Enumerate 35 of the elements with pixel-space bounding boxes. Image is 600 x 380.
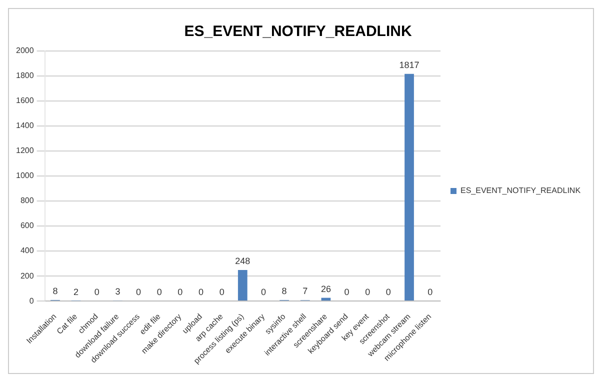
data-label: 8 [282, 286, 287, 296]
data-label: 248 [235, 256, 250, 266]
data-label: 7 [302, 286, 308, 296]
data-label: 0 [344, 287, 350, 298]
y-tick-label: 400 [20, 246, 34, 256]
data-label: 2 [74, 286, 79, 297]
chart-title: ES_EVENT_NOTIFY_READLINK [184, 23, 412, 40]
data-label: 0 [365, 287, 370, 298]
y-tick-label: 200 [20, 271, 34, 280]
data-label: 0 [136, 287, 142, 298]
data-label: 0 [219, 287, 224, 298]
data-label: 3 [115, 286, 120, 297]
y-tick-label: 1600 [16, 96, 34, 106]
y-tick-label: 0 [29, 296, 34, 306]
y-tick-label: 1800 [16, 71, 34, 80]
legend-label: ES_EVENT_NOTIFY_READLINK [460, 186, 582, 196]
y-tick-label: 1000 [16, 171, 34, 180]
y-tick-label: 1400 [16, 121, 34, 130]
data-label: 0 [156, 287, 162, 298]
bar [404, 74, 414, 301]
y-tick-label: 600 [20, 221, 34, 230]
data-label: 1817 [399, 60, 420, 70]
data-label: 0 [386, 287, 391, 298]
y-tick-label: 1200 [16, 146, 34, 156]
y-tick-label: 2000 [16, 46, 34, 56]
data-label: 0 [260, 287, 266, 298]
x-tick-label: Cat file [55, 312, 80, 336]
bar [238, 270, 248, 301]
data-label: 8 [52, 286, 58, 296]
data-label: 0 [428, 287, 433, 298]
data-label: 0 [198, 287, 204, 298]
data-label: 0 [178, 287, 183, 298]
data-label: 0 [94, 287, 100, 298]
data-label: 26 [320, 284, 331, 294]
y-tick-label: 800 [20, 196, 34, 206]
